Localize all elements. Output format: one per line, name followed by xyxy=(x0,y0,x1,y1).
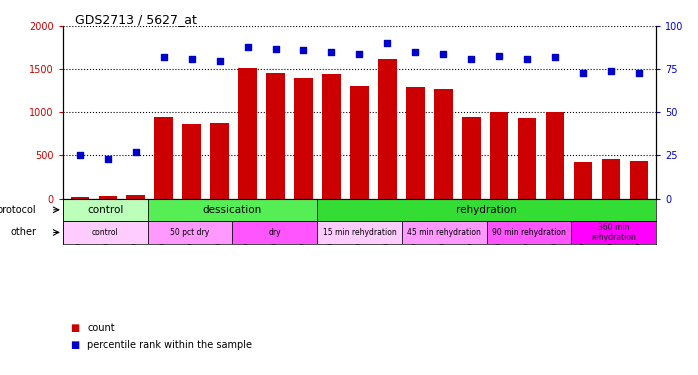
Text: control: control xyxy=(92,228,119,237)
Point xyxy=(410,49,421,55)
Point xyxy=(578,70,589,76)
Bar xyxy=(519,117,537,198)
Bar xyxy=(63,221,147,244)
Text: 360 min
rehydration: 360 min rehydration xyxy=(591,223,636,242)
Point xyxy=(158,54,169,60)
Bar xyxy=(70,197,89,198)
Bar xyxy=(572,221,656,244)
Text: 50 pct dry: 50 pct dry xyxy=(170,228,209,237)
Text: control: control xyxy=(87,205,124,215)
Text: count: count xyxy=(87,323,115,333)
Bar xyxy=(402,221,487,244)
Text: dessication: dessication xyxy=(202,205,262,215)
Point xyxy=(438,51,449,57)
Bar xyxy=(490,111,509,198)
Point xyxy=(522,56,533,62)
Bar xyxy=(154,117,172,198)
Bar xyxy=(462,117,480,198)
Text: other: other xyxy=(10,228,36,237)
Point xyxy=(130,149,141,155)
Text: percentile rank within the sample: percentile rank within the sample xyxy=(87,340,252,350)
Bar xyxy=(602,159,621,198)
Bar xyxy=(210,123,229,198)
Bar xyxy=(147,221,232,244)
Point xyxy=(606,68,617,74)
Point xyxy=(382,40,393,46)
Text: GDS2713 / 5627_at: GDS2713 / 5627_at xyxy=(75,13,197,26)
Point xyxy=(214,58,225,64)
Bar xyxy=(487,221,572,244)
Bar xyxy=(547,112,565,198)
Point xyxy=(354,51,365,57)
Point xyxy=(74,153,85,159)
Bar xyxy=(350,86,369,198)
Bar xyxy=(406,87,424,198)
Point xyxy=(186,56,197,62)
Point xyxy=(326,49,337,55)
Bar xyxy=(317,221,402,244)
Text: 45 min rehydration: 45 min rehydration xyxy=(408,228,481,237)
Point xyxy=(493,53,505,58)
Text: ■: ■ xyxy=(70,340,79,350)
Bar xyxy=(182,124,200,198)
Text: dry: dry xyxy=(269,228,281,237)
Point xyxy=(466,56,477,62)
Point xyxy=(550,54,561,60)
Text: 90 min rehydration: 90 min rehydration xyxy=(492,228,566,237)
Bar xyxy=(574,162,593,198)
Bar xyxy=(378,59,396,198)
Bar xyxy=(98,196,117,198)
Point xyxy=(102,156,113,162)
Point xyxy=(634,70,645,76)
Bar xyxy=(63,198,147,221)
Bar xyxy=(322,75,341,198)
Bar xyxy=(434,89,452,198)
Text: protocol: protocol xyxy=(0,205,36,215)
Text: rehydration: rehydration xyxy=(456,205,517,215)
Bar xyxy=(267,73,285,198)
Bar xyxy=(126,195,144,198)
Bar xyxy=(147,198,317,221)
Point xyxy=(242,44,253,50)
Text: 15 min rehydration: 15 min rehydration xyxy=(322,228,396,237)
Bar xyxy=(295,78,313,198)
Bar xyxy=(317,198,656,221)
Text: ■: ■ xyxy=(70,323,79,333)
Bar xyxy=(239,69,257,198)
Bar xyxy=(630,162,648,198)
Point xyxy=(270,46,281,52)
Point xyxy=(298,47,309,53)
Bar xyxy=(232,221,317,244)
